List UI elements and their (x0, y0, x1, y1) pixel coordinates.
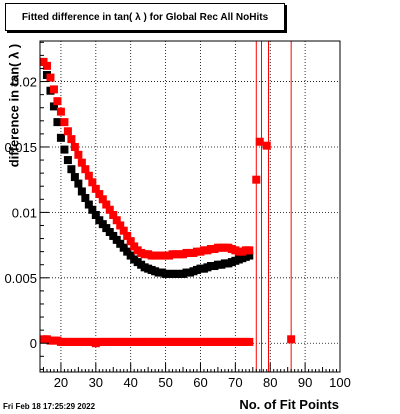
data-point (46, 73, 55, 82)
vertical-lines (255, 41, 292, 372)
data-points (39, 57, 296, 348)
data-point (123, 231, 132, 240)
data-point (126, 237, 135, 246)
data-point (60, 145, 69, 154)
data-point (77, 187, 86, 196)
data-point (60, 118, 69, 127)
data-point (98, 195, 107, 204)
y-tick-label: 0.015 (4, 140, 37, 155)
x-tick-label: 40 (123, 375, 137, 390)
x-tick-label: 90 (298, 375, 312, 390)
x-tick-label: 60 (193, 375, 207, 390)
data-point (88, 178, 97, 187)
data-point (56, 107, 65, 116)
x-tick-label: 20 (54, 375, 68, 390)
data-point (88, 205, 97, 214)
data-point (70, 173, 79, 182)
data-point (56, 133, 65, 142)
data-point (81, 165, 90, 174)
y-tick-label: 0 (30, 336, 37, 351)
data-point (67, 135, 76, 144)
data-point (63, 156, 72, 165)
data-point (255, 137, 264, 146)
data-point (74, 179, 83, 188)
data-point (109, 211, 118, 220)
data-point (53, 118, 62, 127)
data-point (262, 141, 271, 150)
x-tick-label: 100 (329, 375, 351, 390)
chart-title: Fitted difference in tan( λ ) for Global… (5, 3, 285, 31)
data-point (84, 200, 93, 209)
data-point (116, 221, 125, 230)
data-point (74, 150, 83, 159)
data-point (245, 251, 254, 260)
data-point (49, 102, 58, 111)
data-point (53, 97, 62, 106)
timestamp-footer: Fri Feb 18 17:25:29 2022 (3, 402, 96, 411)
data-point (91, 211, 100, 220)
data-point (70, 142, 79, 151)
y-tick-label: 0.02 (12, 75, 37, 90)
data-point (245, 246, 254, 255)
data-point (67, 165, 76, 174)
data-point (91, 184, 100, 193)
data-point (84, 171, 93, 180)
data-point (119, 226, 128, 235)
data-point (112, 216, 121, 225)
y-tick-label: 0.01 (12, 205, 37, 220)
data-point (95, 190, 104, 199)
data-point (105, 205, 114, 214)
axes: 20 30 40 50 60 70 80 90 100 0 0.005 0.01 0.015 0.02 (4, 41, 351, 390)
data-point (245, 337, 254, 346)
x-tick-label: 70 (228, 375, 242, 390)
data-point (63, 127, 72, 136)
data-point (81, 193, 90, 202)
data-point (77, 158, 86, 167)
data-point (42, 61, 51, 70)
x-tick-label: 80 (263, 375, 277, 390)
data-point (102, 200, 111, 209)
data-point (49, 85, 58, 94)
data-point (252, 175, 261, 184)
data-point (287, 335, 296, 344)
y-axis-label: difference in tan( λ ) (6, 43, 22, 168)
x-axis-label: No. of Fit Points (239, 397, 339, 412)
x-tick-label: 50 (158, 375, 172, 390)
x-tick-label: 30 (89, 375, 103, 390)
y-tick-label: 0.005 (4, 271, 37, 286)
